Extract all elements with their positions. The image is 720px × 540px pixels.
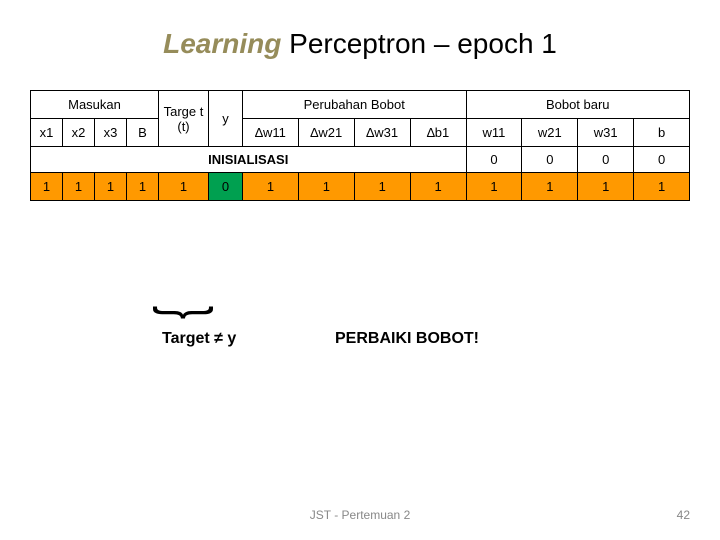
table-container: Masukan Targe t (t) y Perubahan Bobot Bo… bbox=[0, 90, 720, 201]
hdr-perubahan: Perubahan Bobot bbox=[243, 91, 467, 119]
footer-center: JST - Pertemuan 2 bbox=[310, 508, 411, 522]
title-rest: Perceptron – epoch 1 bbox=[281, 28, 557, 59]
hdr-dw21: ∆w21 bbox=[298, 119, 354, 147]
hdr-B: B bbox=[127, 119, 159, 147]
r1-dw11: 1 bbox=[243, 173, 299, 201]
hdr-dw11: ∆w11 bbox=[243, 119, 299, 147]
hdr-bobot-baru: Bobot baru bbox=[466, 91, 690, 119]
hdr-b: b bbox=[634, 119, 690, 147]
annot-target-neq-y: Target ≠ y bbox=[162, 330, 236, 348]
hdr-y: y bbox=[209, 91, 243, 147]
hdr-db1: ∆b1 bbox=[410, 119, 466, 147]
r1-x2: 1 bbox=[63, 173, 95, 201]
init-w31: 0 bbox=[578, 147, 634, 173]
brace-icon: } bbox=[151, 306, 223, 319]
hdr-dw31: ∆w31 bbox=[354, 119, 410, 147]
r1-w31: 1 bbox=[578, 173, 634, 201]
r1-x1: 1 bbox=[31, 173, 63, 201]
r1-b: 1 bbox=[634, 173, 690, 201]
r1-w21: 1 bbox=[522, 173, 578, 201]
hdr-w11: w11 bbox=[466, 119, 522, 147]
perceptron-table: Masukan Targe t (t) y Perubahan Bobot Bo… bbox=[30, 90, 690, 201]
data-row-1: 1 1 1 1 1 0 1 1 1 1 1 1 1 1 bbox=[31, 173, 690, 201]
annot-perbaiki: PERBAIKI BOBOT! bbox=[335, 330, 479, 348]
footer-page: 42 bbox=[677, 508, 690, 522]
hdr-x2: x2 bbox=[63, 119, 95, 147]
hdr-w31: w31 bbox=[578, 119, 634, 147]
hdr-target: Targe t (t) bbox=[159, 91, 209, 147]
hdr-masukan: Masukan bbox=[31, 91, 159, 119]
init-row: INISIALISASI 0 0 0 0 bbox=[31, 147, 690, 173]
hdr-x1: x1 bbox=[31, 119, 63, 147]
r1-t: 1 bbox=[159, 173, 209, 201]
r1-w11: 1 bbox=[466, 173, 522, 201]
r1-db1: 1 bbox=[410, 173, 466, 201]
r1-x3: 1 bbox=[95, 173, 127, 201]
slide-title: Learning Perceptron – epoch 1 bbox=[0, 0, 720, 90]
hdr-w21: w21 bbox=[522, 119, 578, 147]
init-w21: 0 bbox=[522, 147, 578, 173]
header-row-2: x1 x2 x3 B ∆w11 ∆w21 ∆w31 ∆b1 w11 w21 w3… bbox=[31, 119, 690, 147]
r1-y: 0 bbox=[209, 173, 243, 201]
title-italic: Learning bbox=[163, 28, 281, 59]
init-label: INISIALISASI bbox=[31, 147, 467, 173]
r1-dw31: 1 bbox=[354, 173, 410, 201]
header-row-1: Masukan Targe t (t) y Perubahan Bobot Bo… bbox=[31, 91, 690, 119]
init-b: 0 bbox=[634, 147, 690, 173]
r1-B: 1 bbox=[127, 173, 159, 201]
hdr-x3: x3 bbox=[95, 119, 127, 147]
init-w11: 0 bbox=[466, 147, 522, 173]
r1-dw21: 1 bbox=[298, 173, 354, 201]
